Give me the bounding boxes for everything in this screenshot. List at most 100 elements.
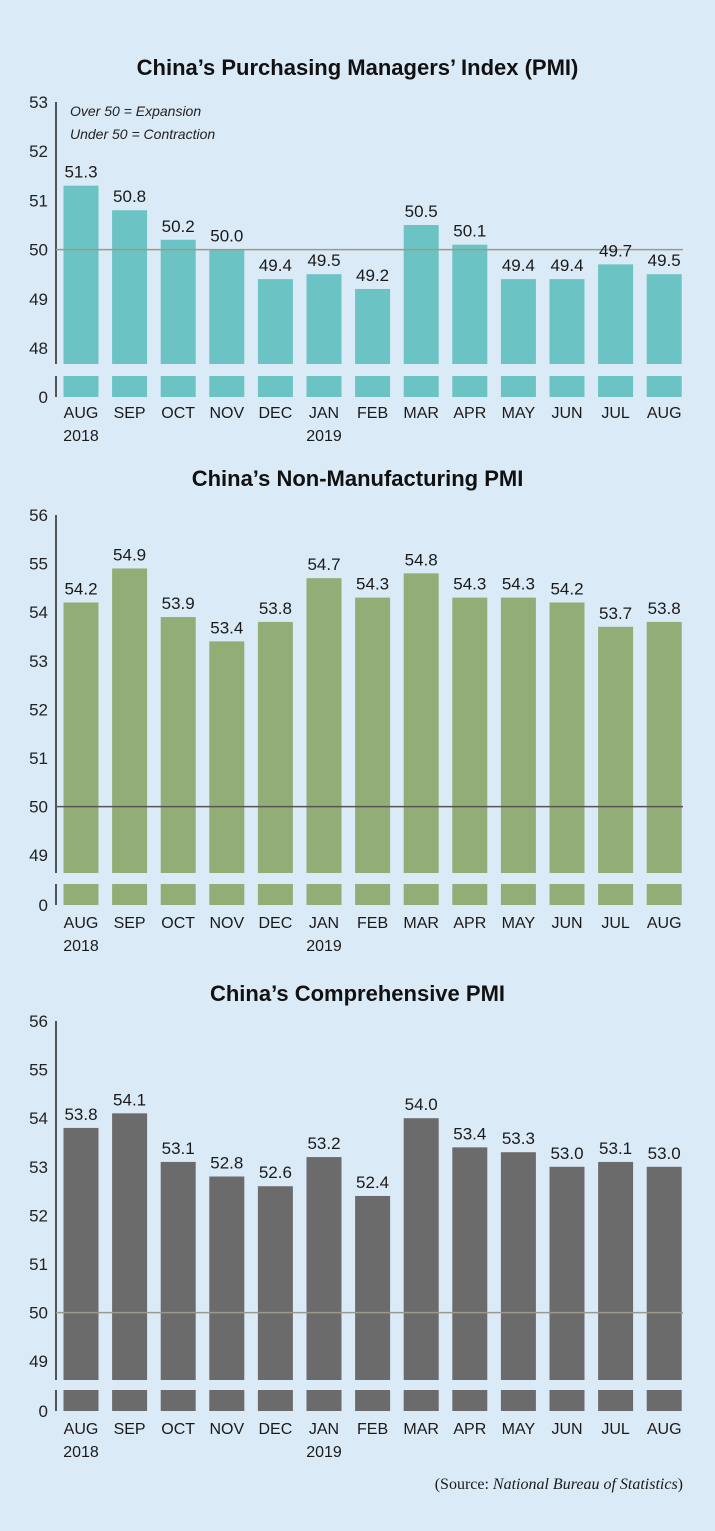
chart-1-title: China’s Purchasing Managers’ Index (PMI) (137, 55, 579, 80)
chart-1-bar (257, 279, 293, 364)
chart-2-category-label: JUN (551, 915, 582, 932)
chart-2-bar (500, 597, 536, 873)
chart-1-bar-stub (257, 376, 293, 397)
chart-2-bar-stub (500, 884, 536, 905)
chart-1-value-label: 49.4 (502, 256, 535, 275)
chart-3-bar (355, 1195, 391, 1380)
chart-2-bar-stub (160, 884, 196, 905)
chart-1-category-label: FEB (357, 405, 388, 422)
source-note: (Source: National Bureau of Statistics) (435, 1476, 683, 1494)
chart-1-bar-stub (63, 376, 99, 397)
chart-2-y-tick: 54 (29, 603, 48, 622)
chart-1-bar (63, 185, 99, 364)
chart-3-category-label: JUL (601, 1421, 630, 1438)
chart-2-category-label: JAN (309, 915, 339, 932)
chart-2-bar-stub (306, 884, 342, 905)
chart-1-bar-stub (209, 376, 245, 397)
chart-3-y-tick: 53 (29, 1158, 48, 1177)
chart-3-category-label: MAR (403, 1421, 439, 1438)
chart-2-category-label: FEB (357, 915, 388, 932)
chart-3-value-label: 52.6 (259, 1163, 292, 1182)
chart-1-category-label: AUG (64, 405, 99, 422)
chart-2-bar-stub (112, 884, 148, 905)
chart-1-bar-stub (598, 376, 634, 397)
chart-3-title: China’s Comprehensive PMI (210, 981, 505, 1006)
chart-1-year-label: 2019 (306, 428, 342, 445)
chart-1-category-label: NOV (209, 405, 244, 422)
chart-2-y-tick: 53 (29, 652, 48, 671)
chart-3-category-label: DEC (259, 1421, 293, 1438)
chart-1-value-label: 50.1 (453, 222, 486, 241)
chart-3-bar (403, 1118, 439, 1380)
chart-3-value-label: 53.4 (453, 1124, 486, 1143)
chart-2-y-tick: 56 (29, 506, 48, 525)
chart-3-year-label: 2018 (63, 1444, 99, 1461)
chart-1-value-label: 50.0 (210, 227, 243, 246)
chart-3-category-label: FEB (357, 1421, 388, 1438)
chart-1-category-label: JAN (309, 405, 339, 422)
chart-1-note: Over 50 = Expansion (70, 103, 201, 119)
chart-1-value-label: 49.4 (259, 256, 292, 275)
chart-1-bar (500, 279, 536, 364)
chart-1-category-label: APR (453, 405, 486, 422)
chart-2-category-label: AUG (647, 915, 682, 932)
chart-2-value-label: 53.4 (210, 618, 243, 637)
chart-1-category-label: JUL (601, 405, 630, 422)
chart-1-value-label: 50.8 (113, 187, 146, 206)
chart-1-bar (112, 210, 148, 364)
chart-3-bar (63, 1127, 99, 1380)
chart-3-bar-stub (257, 1390, 293, 1411)
chart-1-y-tick: 0 (39, 388, 48, 407)
chart-2-title: China’s Non-Manufacturing PMI (192, 466, 524, 491)
chart-3-value-label: 52.8 (210, 1154, 243, 1173)
chart-1-category-label: MAR (403, 405, 439, 422)
chart-1-y-tick: 49 (29, 290, 48, 309)
chart-3-bar-stub (646, 1390, 682, 1411)
chart-2-bar (257, 621, 293, 873)
chart-3-y-tick: 54 (29, 1109, 48, 1128)
chart-3-y-tick: 0 (39, 1402, 48, 1421)
chart-2-y-tick: 55 (29, 555, 48, 574)
chart-3-bar-stub (63, 1390, 99, 1411)
chart-2-value-label: 54.3 (356, 575, 389, 594)
chart-2-year-label: 2018 (63, 938, 99, 955)
chart-3-bar-stub (549, 1390, 585, 1411)
chart-3-bar-stub (452, 1390, 488, 1411)
chart-2-bar-stub (257, 884, 293, 905)
chart-1-bar (355, 288, 391, 364)
chart-1-value-label: 49.5 (307, 251, 340, 270)
chart-2-y-tick: 49 (29, 846, 48, 865)
chart-3-bar (257, 1186, 293, 1380)
chart-1-category-label: MAY (502, 405, 536, 422)
chart-1-category-label: DEC (259, 405, 293, 422)
chart-2-bar (403, 573, 439, 873)
chart-3-y-tick: 52 (29, 1206, 48, 1225)
chart-2-category-label: APR (453, 915, 486, 932)
chart-1-value-label: 50.2 (162, 217, 195, 236)
chart-3-value-label: 53.8 (64, 1105, 97, 1124)
chart-2-bar (646, 621, 682, 873)
chart-1-bar (403, 225, 439, 364)
chart-1-bar (306, 274, 342, 364)
chart-1-note: Under 50 = Contraction (70, 126, 215, 142)
chart-2-bar-stub (355, 884, 391, 905)
chart-2-category-label: MAY (502, 915, 536, 932)
source-suffix: ) (677, 1476, 683, 1493)
chart-3-bar (452, 1147, 488, 1380)
chart-3-value-label: 52.4 (356, 1173, 389, 1192)
chart-3-category-label: JAN (309, 1421, 339, 1438)
chart-2-y-tick: 0 (39, 896, 48, 915)
chart-2-category-label: JUL (601, 915, 630, 932)
chart-1-bar (452, 244, 488, 364)
chart-2-value-label: 54.3 (453, 575, 486, 594)
chart-2-category-label: OCT (161, 915, 195, 932)
chart-1-y-tick: 53 (29, 93, 48, 112)
chart-3-bar-stub (500, 1390, 536, 1411)
chart-3-value-label: 53.0 (648, 1144, 681, 1163)
chart-2-value-label: 54.8 (405, 550, 438, 569)
chart-1-y-tick: 51 (29, 191, 48, 210)
chart-1-bar (160, 239, 196, 364)
chart-3-year-label: 2019 (306, 1444, 342, 1461)
chart-2-bar (306, 578, 342, 873)
